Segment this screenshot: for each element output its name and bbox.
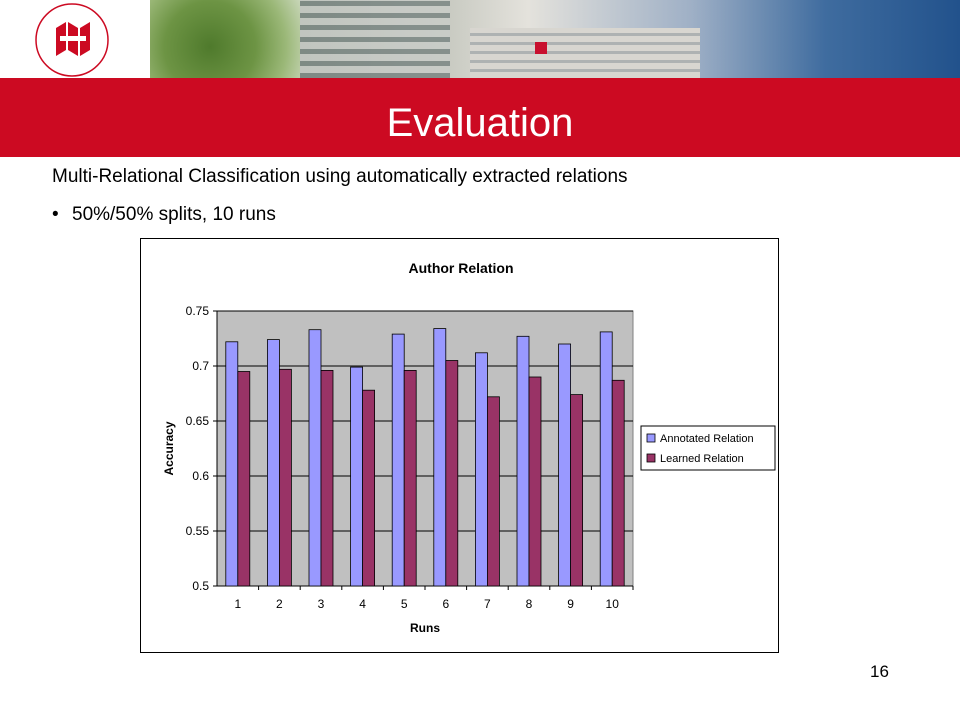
y-tick-label: 0.5 [192, 579, 209, 593]
logo-emblem [56, 22, 90, 56]
x-tick-label: 3 [318, 597, 325, 611]
bar-annotated [350, 366, 364, 587]
slide-number: 16 [870, 662, 889, 681]
chart-frame: Author Relation 0.5 0.55 0.6 0.65 0.7 0.75 1 2 3 4… [140, 238, 779, 653]
slide-subtitle: Multi-Relational Classification using au… [52, 166, 628, 187]
university-seal-logo [35, 3, 109, 77]
bullet-dot: • [52, 204, 59, 225]
chart-title: Author Relation [409, 260, 514, 276]
y-tick-label: 0.55 [186, 524, 210, 538]
bar-annotated [225, 341, 239, 587]
bar-learned [445, 360, 459, 587]
bar-annotated [474, 352, 488, 587]
legend-label: Learned Relation [660, 453, 744, 465]
y-tick-label: 0.75 [186, 304, 210, 318]
bar-annotated [599, 331, 613, 587]
banner-trees-photo [150, 0, 300, 78]
logo-container [0, 0, 150, 78]
bar-learned [278, 368, 292, 587]
y-axis-label: Accuracy [162, 421, 176, 475]
x-tick-label: 5 [401, 597, 408, 611]
x-tick-label: 9 [567, 597, 574, 611]
bar-annotated [391, 333, 405, 587]
bar-learned [486, 396, 500, 587]
bar-learned [237, 371, 251, 587]
x-tick-label: 1 [234, 597, 241, 611]
bar-annotated [558, 343, 572, 587]
x-tick-label: 2 [276, 597, 283, 611]
legend-label: Annotated Relation [660, 433, 754, 445]
x-tick-label: 6 [442, 597, 449, 611]
y-tick-label: 0.7 [192, 359, 209, 373]
x-tick-label: 10 [606, 597, 620, 611]
header-banner [0, 0, 960, 78]
bar-learned [320, 369, 334, 587]
x-tick-label: 8 [526, 597, 533, 611]
bar-learned [362, 389, 376, 587]
bar-annotated [433, 328, 447, 587]
title-band [0, 78, 960, 157]
legend-box [640, 425, 776, 471]
bullet-item: • 50%/50% splits, 10 runs [52, 204, 276, 226]
x-tick-label: 4 [359, 597, 366, 611]
legend-swatch [646, 453, 656, 463]
page-title: Evaluation [386, 101, 574, 145]
banner-building-photo [300, 0, 450, 78]
legend-swatch [646, 433, 656, 443]
x-tick-label: 7 [484, 597, 491, 611]
banner-building-sign [535, 42, 547, 54]
y-tick-label: 0.6 [192, 469, 209, 483]
y-tick-label: 0.65 [186, 414, 210, 428]
x-axis-label: Runs [410, 621, 440, 635]
bar-annotated [516, 335, 530, 587]
banner-building-photo-2 [470, 28, 700, 78]
bar-annotated [308, 329, 322, 587]
bar-annotated [267, 339, 280, 587]
bullet-text: 50%/50% splits, 10 runs [72, 204, 276, 225]
bar-learned [528, 376, 542, 587]
chart-svg: Author Relation 0.5 0.55 0.6 0.65 0.7 0.75 1 2 3 4… [162, 260, 776, 635]
bar-learned [403, 369, 417, 587]
bar-learned [611, 379, 625, 587]
bar-learned [570, 394, 584, 587]
